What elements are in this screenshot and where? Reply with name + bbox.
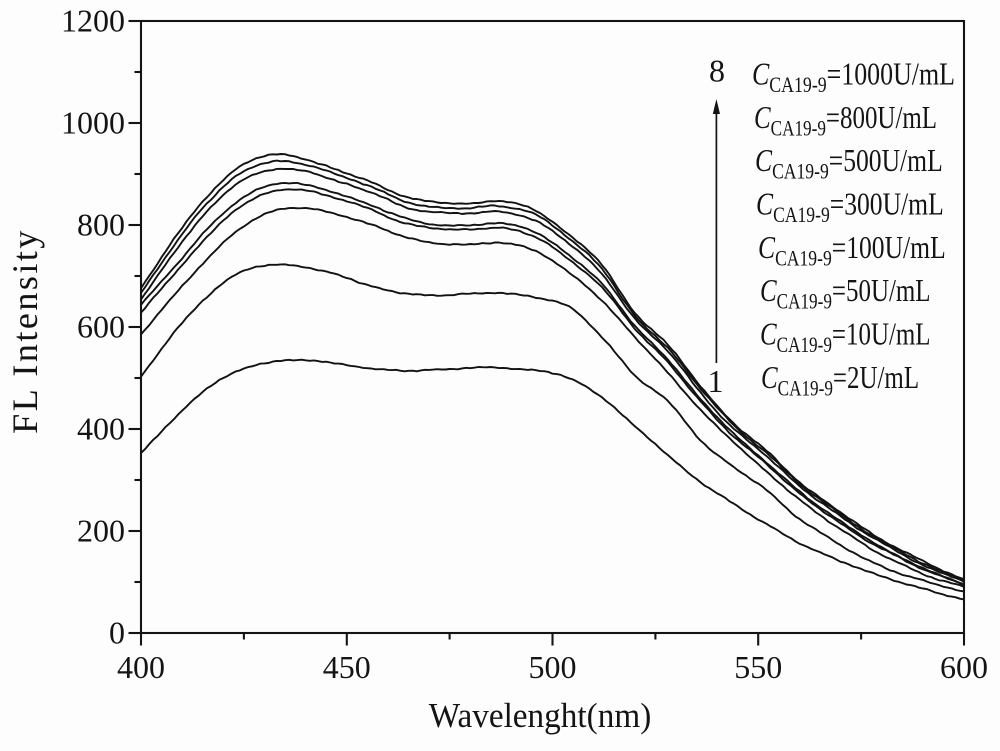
svg-text:1200: 1200: [61, 3, 125, 39]
svg-text:CCA19-9=2U/mL: CCA19-9=2U/mL: [761, 360, 919, 401]
svg-text:800: 800: [77, 207, 125, 243]
svg-text:CCA19-9=800U/mL: CCA19-9=800U/mL: [754, 100, 937, 141]
svg-text:400: 400: [117, 649, 165, 685]
svg-text:550: 550: [734, 649, 782, 685]
svg-text:400: 400: [77, 411, 125, 447]
svg-text:CCA19-9=300U/mL: CCA19-9=300U/mL: [756, 187, 944, 228]
svg-text:CCA19-9=500U/mL: CCA19-9=500U/mL: [755, 144, 943, 185]
svg-text:8: 8: [709, 53, 725, 89]
svg-text:1000: 1000: [61, 105, 125, 141]
svg-text:600: 600: [940, 649, 988, 685]
svg-text:CCA19-9=10U/mL: CCA19-9=10U/mL: [760, 317, 931, 358]
svg-text:200: 200: [77, 513, 125, 549]
svg-text:1: 1: [708, 363, 724, 399]
svg-text:Wavelenght(nm): Wavelenght(nm): [429, 697, 652, 735]
svg-text:CCA19-9=50U/mL: CCA19-9=50U/mL: [760, 273, 931, 314]
svg-text:450: 450: [323, 649, 371, 685]
svg-text:FL Intensity: FL Intensity: [5, 228, 45, 434]
svg-text:600: 600: [77, 309, 125, 345]
svg-text:CCA19-9=100U/mL: CCA19-9=100U/mL: [758, 230, 946, 271]
svg-text:0: 0: [109, 615, 125, 651]
svg-text:CCA19-9=1000U/mL: CCA19-9=1000U/mL: [752, 57, 955, 97]
svg-text:500: 500: [529, 649, 577, 685]
